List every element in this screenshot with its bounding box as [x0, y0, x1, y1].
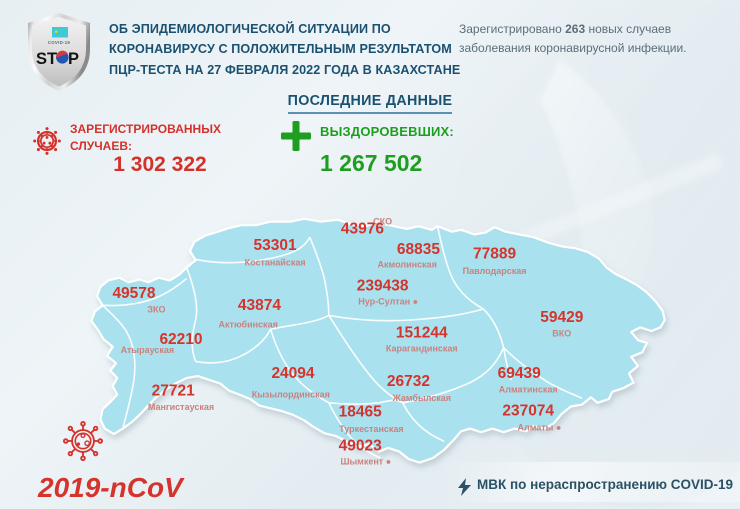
svg-text:68835: 68835: [397, 241, 440, 258]
svg-text:59429: 59429: [540, 309, 583, 326]
svg-text:Костанайская: Костанайская: [245, 258, 306, 268]
svg-text:49023: 49023: [339, 438, 382, 455]
svg-text:Нур-Султан ●: Нур-Султан ●: [358, 296, 418, 306]
svg-text:151244: 151244: [396, 325, 448, 342]
svg-text:49578: 49578: [112, 285, 155, 302]
svg-text:Актюбинская: Актюбинская: [219, 319, 278, 329]
svg-text:ЗКО: ЗКО: [147, 305, 165, 315]
svg-text:43976: 43976: [341, 221, 384, 238]
svg-text:Павлодарская: Павлодарская: [463, 266, 527, 276]
svg-text:Атырауская: Атырауская: [121, 345, 175, 355]
svg-text:43874: 43874: [238, 297, 281, 314]
svg-text:77889: 77889: [473, 245, 516, 262]
svg-text:ВКО: ВКО: [552, 329, 571, 339]
svg-text:26732: 26732: [387, 373, 430, 390]
svg-text:237074: 237074: [502, 403, 554, 420]
svg-text:Карагандинская: Карагандинская: [386, 343, 458, 353]
svg-text:69439: 69439: [498, 365, 541, 382]
svg-text:53301: 53301: [254, 237, 297, 254]
svg-text:Жамбылская: Жамбылская: [392, 393, 451, 403]
svg-text:Алматы ●: Алматы ●: [518, 422, 562, 432]
svg-text:Кызылординская: Кызылординская: [252, 389, 330, 399]
svg-text:239438: 239438: [357, 278, 409, 295]
svg-text:18465: 18465: [339, 404, 382, 421]
svg-text:Шымкент ●: Шымкент ●: [340, 456, 391, 466]
svg-text:27721: 27721: [152, 382, 195, 399]
svg-text:Акмолинская: Акмолинская: [378, 260, 437, 270]
svg-text:24094: 24094: [271, 365, 314, 382]
svg-text:Туркестанская: Туркестанская: [339, 424, 404, 434]
svg-text:Мангистауская: Мангистауская: [148, 402, 214, 412]
svg-text:Алматинская: Алматинская: [499, 385, 558, 395]
